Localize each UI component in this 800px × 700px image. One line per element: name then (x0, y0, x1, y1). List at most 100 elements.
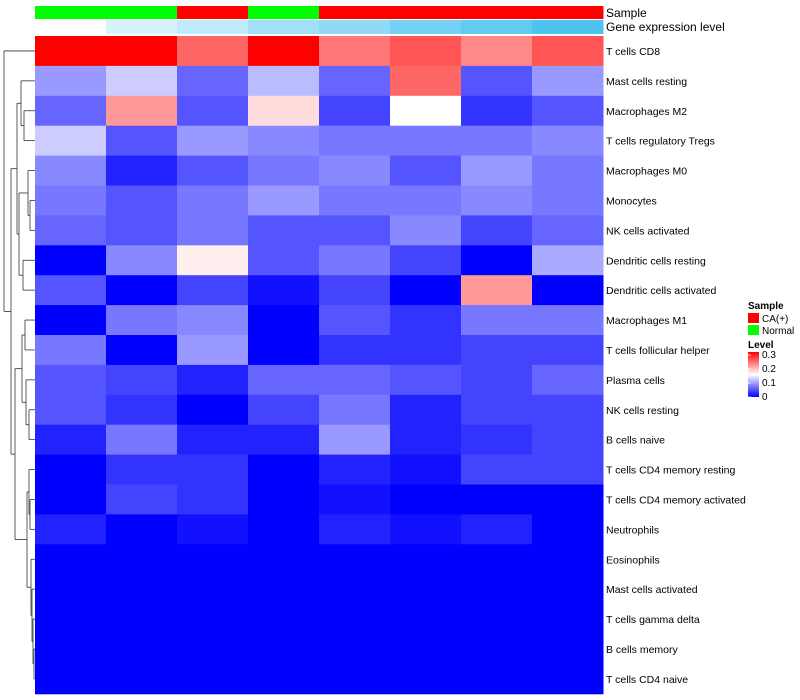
heatmap-cell (106, 514, 178, 545)
heatmap-cell (177, 185, 249, 216)
row-label: T cells CD4 memory activated (606, 494, 746, 506)
row-label: T cells CD8 (606, 46, 660, 58)
heatmap-cell (248, 335, 320, 366)
heatmap-cell (177, 634, 249, 665)
heatmap-cell (106, 574, 178, 605)
heatmap-cell (177, 484, 249, 515)
sample-annotation-track (35, 6, 604, 19)
heatmap-cell (461, 544, 533, 575)
legend-sample-title: Sample (748, 301, 784, 312)
heatmap-cell (319, 155, 391, 186)
heatmap-cell (390, 484, 462, 515)
heatmap-cell (35, 663, 107, 695)
sample-annotation-cell (319, 6, 391, 19)
gene-expression-annotation-cell (177, 20, 249, 34)
heatmap-cell (106, 364, 178, 396)
heatmap-cell (319, 275, 391, 306)
sample-annotation-cell (532, 6, 604, 19)
heatmap-cell (390, 364, 462, 396)
heatmap-cell (319, 394, 391, 426)
heatmap-cell (106, 36, 178, 67)
heatmap-cell (106, 335, 178, 366)
heatmap-cell (177, 36, 249, 67)
heatmap-cell (35, 364, 107, 396)
heatmap-cell (390, 185, 462, 216)
heatmap-cell (532, 125, 604, 157)
heatmap-cell (390, 514, 462, 545)
heatmap-cell (177, 155, 249, 186)
heatmap-cell (106, 454, 178, 485)
heatmap-cell (532, 634, 604, 665)
heatmap-cell (177, 215, 249, 246)
row-label: Dendritic cells resting (606, 255, 706, 267)
heatmap-cell (532, 394, 604, 426)
heatmap-cell (35, 424, 107, 456)
row-label: T cells gamma delta (606, 614, 700, 626)
heatmap-cell (106, 95, 178, 127)
heatmap-cell (390, 125, 462, 157)
heatmap-cell (248, 305, 320, 336)
heatmap-cell (532, 335, 604, 366)
legend-level-ticks: 0.3 0.2 0.1 0 (748, 350, 776, 403)
heatmap-cell (106, 634, 178, 665)
heatmap-cell (177, 604, 249, 635)
heatmap-cell (461, 424, 533, 456)
row-label: Mast cells resting (606, 76, 687, 88)
heatmap-cell (248, 514, 320, 545)
heatmap-cell (248, 484, 320, 515)
row-label: Eosinophils (606, 554, 660, 566)
heatmap-cell (390, 305, 462, 336)
heatmap-cell (248, 65, 320, 97)
heatmap-cell (35, 185, 107, 216)
heatmap-cell (106, 305, 178, 336)
heatmap-cell (390, 544, 462, 575)
heatmap-cell (461, 454, 533, 485)
heatmap-cell (390, 604, 462, 635)
heatmap-cell (106, 663, 178, 695)
heatmap-cell (177, 574, 249, 605)
heatmap-cell (248, 215, 320, 246)
legend-swatch-normal (748, 325, 759, 335)
heatmap-cell (177, 305, 249, 336)
legend-tick-label: 0.3 (762, 350, 776, 361)
row-label: Dendritic cells activated (606, 285, 716, 297)
gene-expression-annotation-cell (461, 20, 533, 34)
sample-annotation-cell (248, 6, 320, 19)
row-label: Mast cells activated (606, 584, 698, 596)
heatmap-cell (532, 185, 604, 216)
heatmap-cell (106, 544, 178, 575)
heatmap-cell (319, 335, 391, 366)
heatmap-cell (248, 185, 320, 216)
heatmap-cell (35, 275, 107, 306)
heatmap-cell (35, 574, 107, 605)
heatmap-cell (319, 514, 391, 545)
heatmap-cell (461, 155, 533, 186)
heatmap-cell (248, 125, 320, 157)
heatmap-cell (319, 65, 391, 97)
row-label: Macrophages M1 (606, 315, 687, 327)
heatmap-cell (532, 215, 604, 246)
row-label: T cells regulatory Tregs (606, 136, 715, 148)
heatmap-cell (461, 215, 533, 246)
heatmap-cell (461, 514, 533, 545)
heatmap-cell (319, 663, 391, 695)
heatmap-cell (106, 125, 178, 157)
heatmap-cell (106, 65, 178, 97)
heatmap-cell (177, 424, 249, 456)
heatmap-cell (532, 95, 604, 127)
heatmap-cell (390, 663, 462, 695)
heatmap-cell (461, 125, 533, 157)
heatmap-cell (35, 305, 107, 336)
heatmap-cell (106, 484, 178, 515)
heatmap-cell (461, 663, 533, 695)
heatmap-cell (35, 36, 107, 67)
heatmap-cell (319, 424, 391, 456)
heatmap-cell (319, 484, 391, 515)
heatmap-cell (177, 245, 249, 276)
heatmap-cell (319, 185, 391, 216)
heatmap-cell (390, 424, 462, 456)
heatmap-cell (390, 574, 462, 605)
heatmap-cell (248, 364, 320, 396)
gene-expression-annotation-cell (106, 20, 178, 34)
